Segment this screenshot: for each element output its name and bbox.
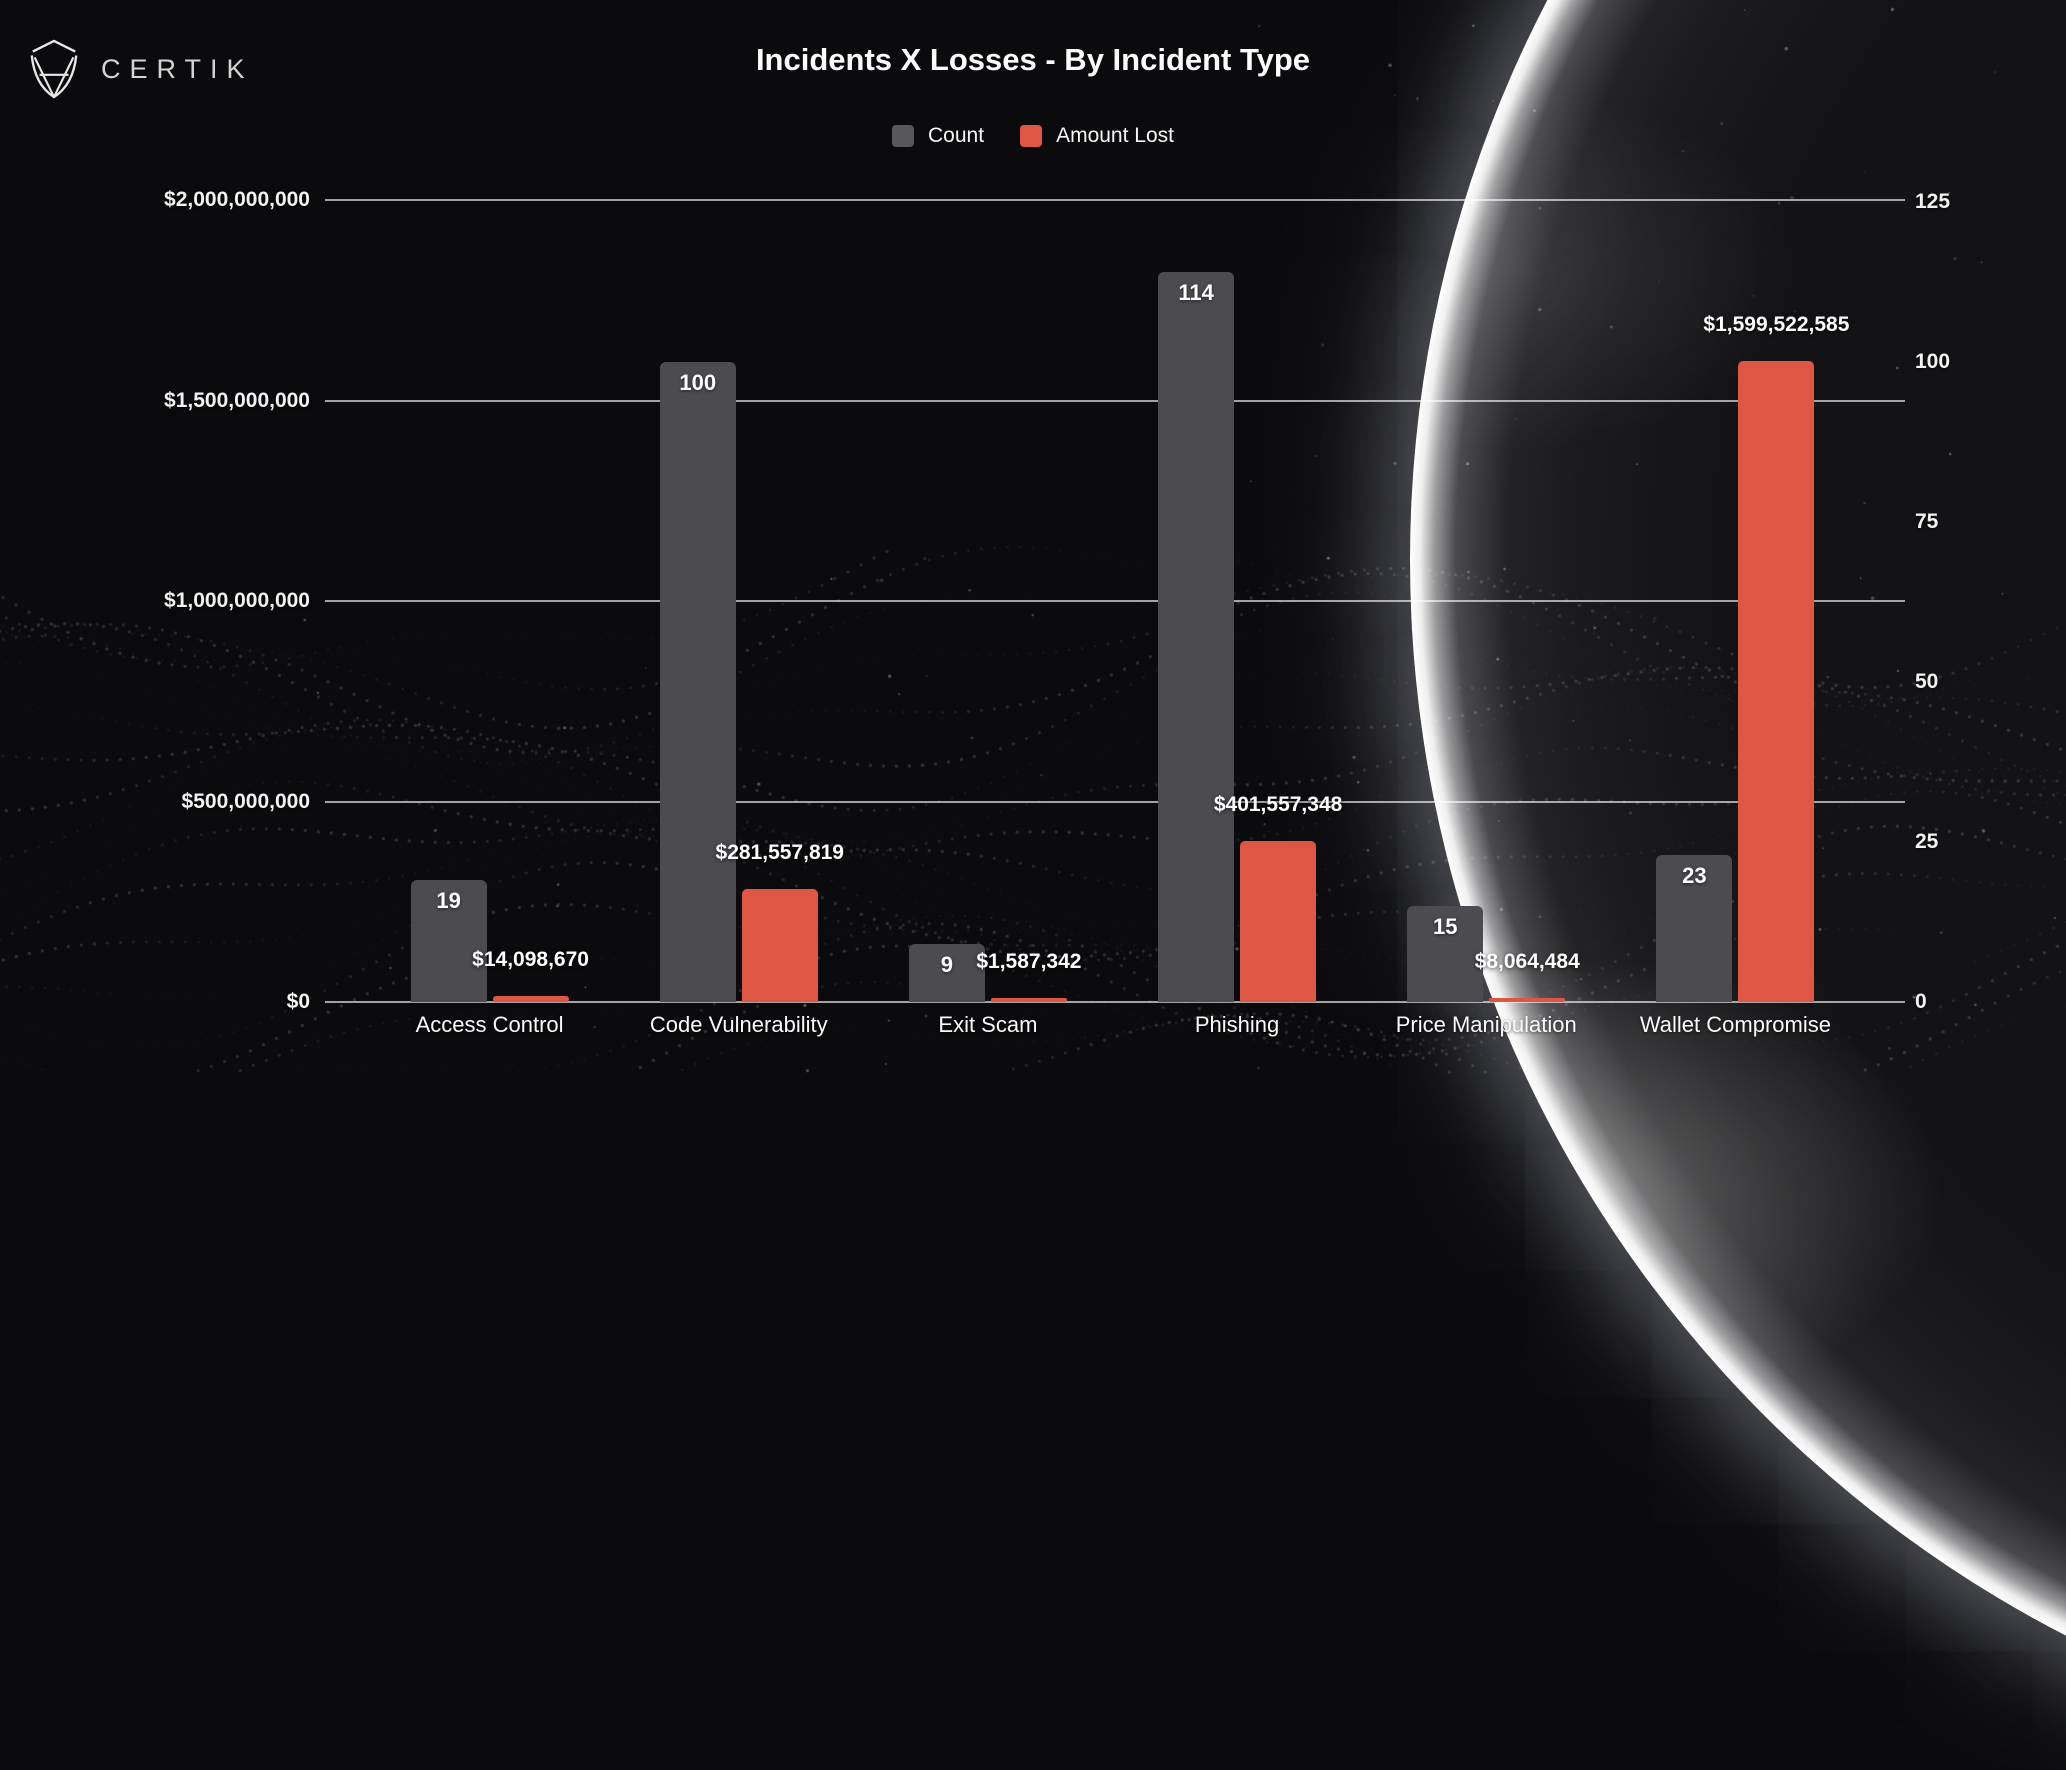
right-axis-tick: 100 — [1915, 350, 1951, 373]
logo-text: CERTIK — [101, 53, 254, 84]
gridline — [325, 600, 1905, 602]
amount-value-label: $401,557,348 — [1213, 792, 1343, 816]
right-axis-tick: 125 — [1915, 190, 1951, 213]
x-axis-label-code-vulnerability: Code Vulnerability — [649, 1012, 828, 1037]
legend-item-count[interactable]: Count — [892, 124, 984, 148]
chart-area: $2,000,000,000 $1,500,000,000 $1,000,000,0… — [164, 188, 1951, 1037]
bar-count-code-vulnerability[interactable] — [659, 362, 736, 1002]
x-axis-label-price-manipulation: Price Manipulation — [1395, 1012, 1577, 1037]
x-axis-label-phishing: Phishing — [1194, 1012, 1280, 1037]
left-axis-tick: $1,500,000,000 — [164, 388, 310, 412]
bar-amount-exit-scam[interactable] — [990, 998, 1067, 1002]
certik-shield-icon — [30, 39, 78, 99]
right-axis-tick: 75 — [1915, 510, 1939, 533]
bar-amount-price-manipulation[interactable] — [1489, 998, 1566, 1002]
right-axis-tick: 25 — [1915, 830, 1939, 853]
bar-amount-phishing[interactable] — [1240, 840, 1317, 1002]
chart-legend: Count Amount Lost — [533, 124, 1533, 148]
right-axis-tick: 0 — [1915, 990, 1927, 1013]
amount-lost-swatch-icon — [1020, 125, 1043, 147]
count-value-label: 23 — [1682, 862, 1707, 888]
amount-value-label: $14,098,670 — [472, 948, 589, 972]
gridline — [325, 1001, 1905, 1003]
bar-amount-access-control[interactable] — [492, 996, 569, 1002]
left-axis-tick: $2,000,000,000 — [164, 188, 310, 211]
bar-count-access-control[interactable] — [410, 880, 487, 1002]
amount-value-label: $281,557,819 — [715, 841, 844, 865]
x-axis-label-access-control: Access Control — [415, 1012, 564, 1037]
x-axis-label-wallet-compromise: Wallet Compromise — [1639, 1012, 1831, 1037]
bar-amount-wallet-compromise[interactable] — [1738, 360, 1815, 1002]
bar-count-wallet-compromise[interactable] — [1656, 854, 1733, 1002]
bar-count-exit-scam[interactable] — [908, 944, 985, 1002]
bar-amount-code-vulnerability[interactable] — [741, 889, 818, 1002]
gridline — [325, 800, 1905, 803]
legend-item-amount-lost[interactable]: Amount Lost — [1020, 124, 1174, 148]
count-value-label: 114 — [1178, 280, 1214, 306]
amount-value-label: $1,599,522,585 — [1703, 312, 1850, 336]
gridline — [325, 399, 1905, 402]
count-value-label: 100 — [679, 370, 717, 395]
amount-value-label: $8,064,484 — [1474, 950, 1580, 973]
count-value-label: 19 — [436, 888, 461, 914]
right-axis-tick: 50 — [1915, 670, 1939, 693]
count-value-label: 9 — [940, 952, 954, 978]
legend-count-label: Count — [928, 124, 985, 147]
amount-value-label: $1,587,342 — [976, 950, 1082, 973]
certik-logo: CERTIK — [25, 36, 254, 102]
left-axis-tick: $1,000,000,000 — [164, 589, 310, 612]
x-axis-label-exit-scam: Exit Scam — [938, 1012, 1038, 1037]
bar-count-phishing[interactable] — [1158, 272, 1235, 1002]
left-axis-tick: $0 — [286, 990, 310, 1013]
count-value-label: 15 — [1433, 914, 1458, 939]
legend-amount-lost-label: Amount Lost — [1056, 124, 1174, 147]
count-swatch-icon — [892, 125, 915, 147]
page-title: Incidents X Losses - By Incident Type — [755, 42, 1311, 77]
bar-count-price-manipulation[interactable] — [1407, 906, 1484, 1002]
gridline — [325, 199, 1905, 201]
left-axis-tick: $500,000,000 — [181, 789, 310, 813]
